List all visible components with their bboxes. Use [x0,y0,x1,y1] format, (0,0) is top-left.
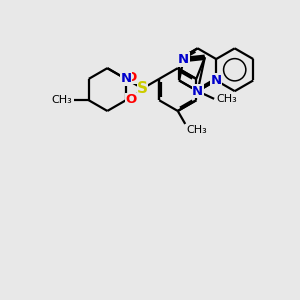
Text: O: O [126,93,137,106]
Text: N: N [178,53,189,66]
Text: CH₃: CH₃ [52,95,72,105]
Text: CH₃: CH₃ [217,94,237,104]
Text: CH₃: CH₃ [187,125,208,135]
Text: S: S [137,81,148,96]
Text: O: O [126,71,137,84]
Text: N: N [211,74,222,87]
Text: N: N [120,72,131,86]
Text: N: N [192,85,203,98]
